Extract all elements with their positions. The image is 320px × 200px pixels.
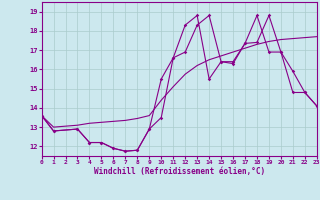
X-axis label: Windchill (Refroidissement éolien,°C): Windchill (Refroidissement éolien,°C) (94, 167, 265, 176)
